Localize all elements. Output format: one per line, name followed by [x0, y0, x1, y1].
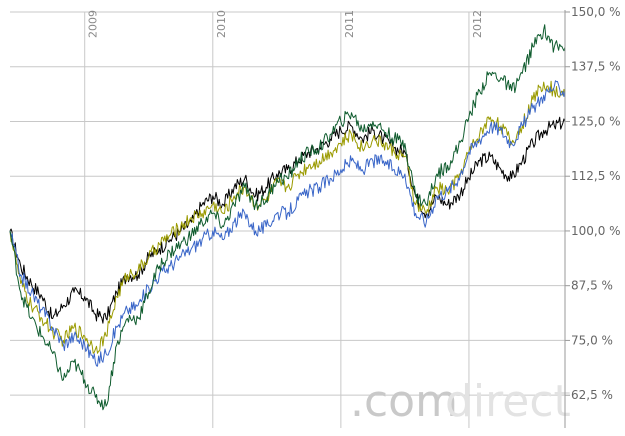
x-axis-labels: 2009 2010 2011 2012 — [87, 10, 484, 38]
chart-grid — [10, 11, 570, 428]
series-line-1 — [9, 116, 566, 324]
series-layer — [9, 24, 566, 411]
x-tick-label: 2012 — [471, 10, 484, 38]
y-tick-label: 150,0 % — [571, 5, 621, 19]
y-tick-label: 137,5 % — [571, 60, 621, 74]
y-axis-labels: 150,0 % 137,5 % 125,0 % 112,5 % 100,0 % 87,5 … — [571, 5, 621, 402]
x-tick-label: 2011 — [343, 10, 356, 38]
series-line-4 — [9, 24, 566, 411]
series-line-2 — [9, 80, 566, 354]
x-tick-label: 2010 — [215, 10, 228, 38]
watermark-com: .com — [350, 376, 458, 427]
watermark-direct: direct — [445, 376, 571, 427]
comdirect-watermark: .com direct — [350, 376, 571, 427]
y-tick-label: 112,5 % — [571, 169, 621, 183]
y-tick-label: 125,0 % — [571, 114, 621, 128]
series-line-3 — [9, 80, 566, 367]
y-tick-label: 100,0 % — [571, 224, 621, 238]
y-tick-label: 87,5 % — [571, 279, 613, 293]
x-tick-label: 2009 — [87, 10, 100, 38]
y-tick-label: 75,0 % — [571, 333, 613, 347]
y-tick-label: 62,5 % — [571, 388, 613, 402]
